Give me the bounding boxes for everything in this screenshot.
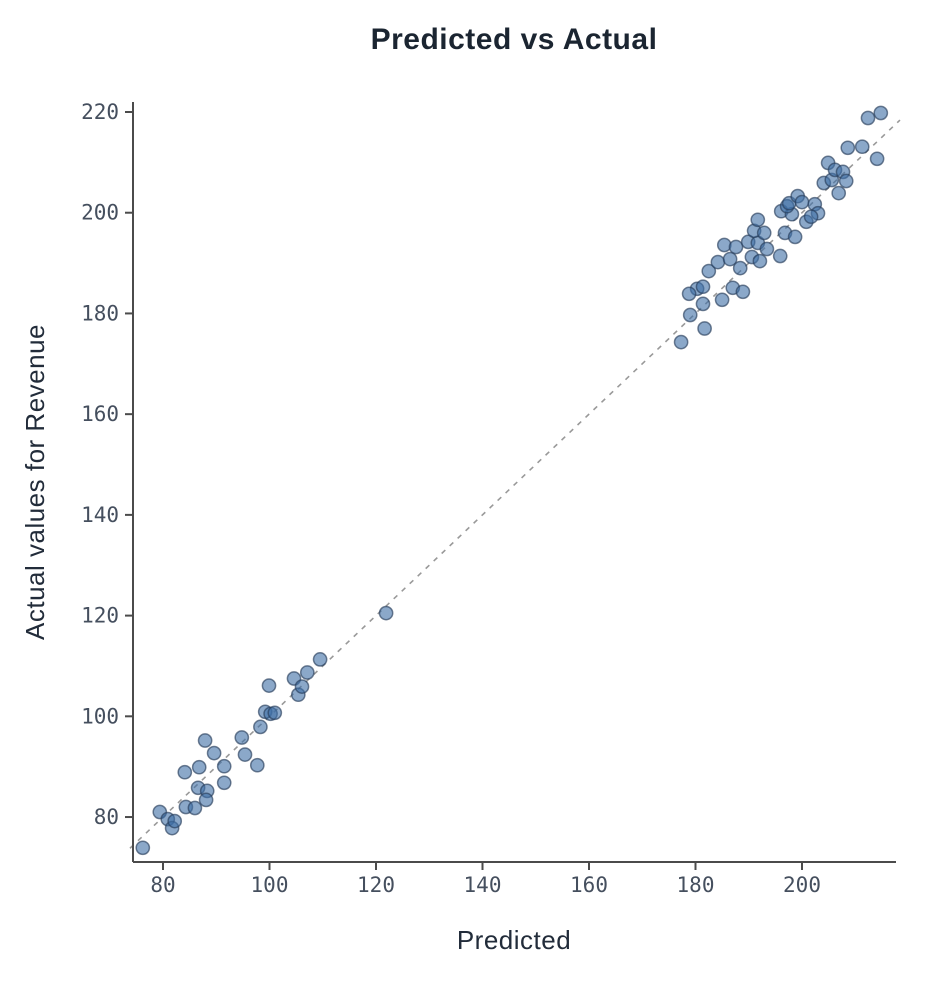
data-point xyxy=(756,225,772,241)
y-tick-label: 200 xyxy=(81,201,119,225)
data-point xyxy=(831,185,847,201)
data-point xyxy=(135,840,151,856)
x-tick-label: 160 xyxy=(570,873,608,897)
data-point xyxy=(198,792,214,808)
scatter-points xyxy=(135,105,889,856)
data-point xyxy=(216,758,232,774)
data-point xyxy=(854,139,870,155)
chart-title: Predicted vs Actual xyxy=(371,23,658,56)
x-axis-label: Predicted xyxy=(457,925,571,955)
y-tick-label: 120 xyxy=(81,604,119,628)
y-axis-ticks xyxy=(125,111,133,819)
y-tick-label: 160 xyxy=(81,402,119,426)
data-point xyxy=(191,759,207,775)
x-tick-label: 180 xyxy=(677,873,715,897)
x-tick-label: 200 xyxy=(783,873,821,897)
x-tick-label: 100 xyxy=(251,873,289,897)
data-point xyxy=(794,194,810,210)
data-point xyxy=(752,253,768,269)
data-point xyxy=(299,665,315,680)
data-point xyxy=(237,747,253,762)
data-point xyxy=(735,284,751,300)
y-tick-label: 220 xyxy=(81,100,119,124)
y-axis-label: Actual values for Revenue xyxy=(20,324,50,640)
data-point xyxy=(714,292,730,308)
data-point xyxy=(697,321,712,336)
data-point xyxy=(378,605,394,621)
y-axis-tick-labels: 80 100 120 140 160 180 200 220 xyxy=(81,100,119,829)
data-point xyxy=(216,775,232,791)
x-tick-label: 120 xyxy=(357,873,395,897)
x-tick-label: 80 xyxy=(150,873,175,897)
data-point xyxy=(267,705,283,721)
data-point xyxy=(673,334,689,350)
y-tick-label: 140 xyxy=(81,503,119,527)
x-axis: 80 100 120 140 160 180 200 xyxy=(133,861,896,897)
data-point xyxy=(750,212,766,228)
data-point xyxy=(294,679,310,694)
data-point xyxy=(840,140,856,156)
data-point xyxy=(860,110,876,126)
data-point xyxy=(772,248,788,264)
data-point xyxy=(728,239,744,255)
x-axis-tick-labels: 80 100 120 140 160 180 200 xyxy=(150,873,821,897)
data-point xyxy=(187,800,203,816)
data-point xyxy=(695,296,711,312)
data-point xyxy=(249,757,265,773)
data-point xyxy=(722,251,738,267)
y-tick-label: 180 xyxy=(81,301,119,325)
y-axis: 80 100 120 140 160 180 200 220 xyxy=(81,100,134,862)
data-point xyxy=(759,241,775,257)
data-point xyxy=(206,745,222,761)
x-tick-label: 140 xyxy=(464,873,502,897)
data-point xyxy=(695,279,711,295)
data-point xyxy=(682,307,698,323)
data-point xyxy=(177,764,193,780)
data-point xyxy=(197,733,213,748)
data-point xyxy=(787,229,803,245)
data-point xyxy=(869,151,885,167)
data-point xyxy=(167,813,183,829)
data-point xyxy=(873,105,889,121)
data-point xyxy=(261,678,277,693)
data-point xyxy=(716,237,732,253)
data-point xyxy=(838,173,854,189)
y-tick-label: 80 xyxy=(94,805,119,829)
data-point xyxy=(732,260,748,276)
data-point xyxy=(710,254,726,270)
data-point xyxy=(253,719,268,735)
data-point xyxy=(681,286,697,302)
data-point xyxy=(312,652,328,667)
data-point xyxy=(803,209,819,225)
data-point xyxy=(701,263,717,279)
x-axis-ticks xyxy=(162,862,803,870)
y-tick-label: 100 xyxy=(81,704,119,728)
data-point xyxy=(234,730,250,745)
